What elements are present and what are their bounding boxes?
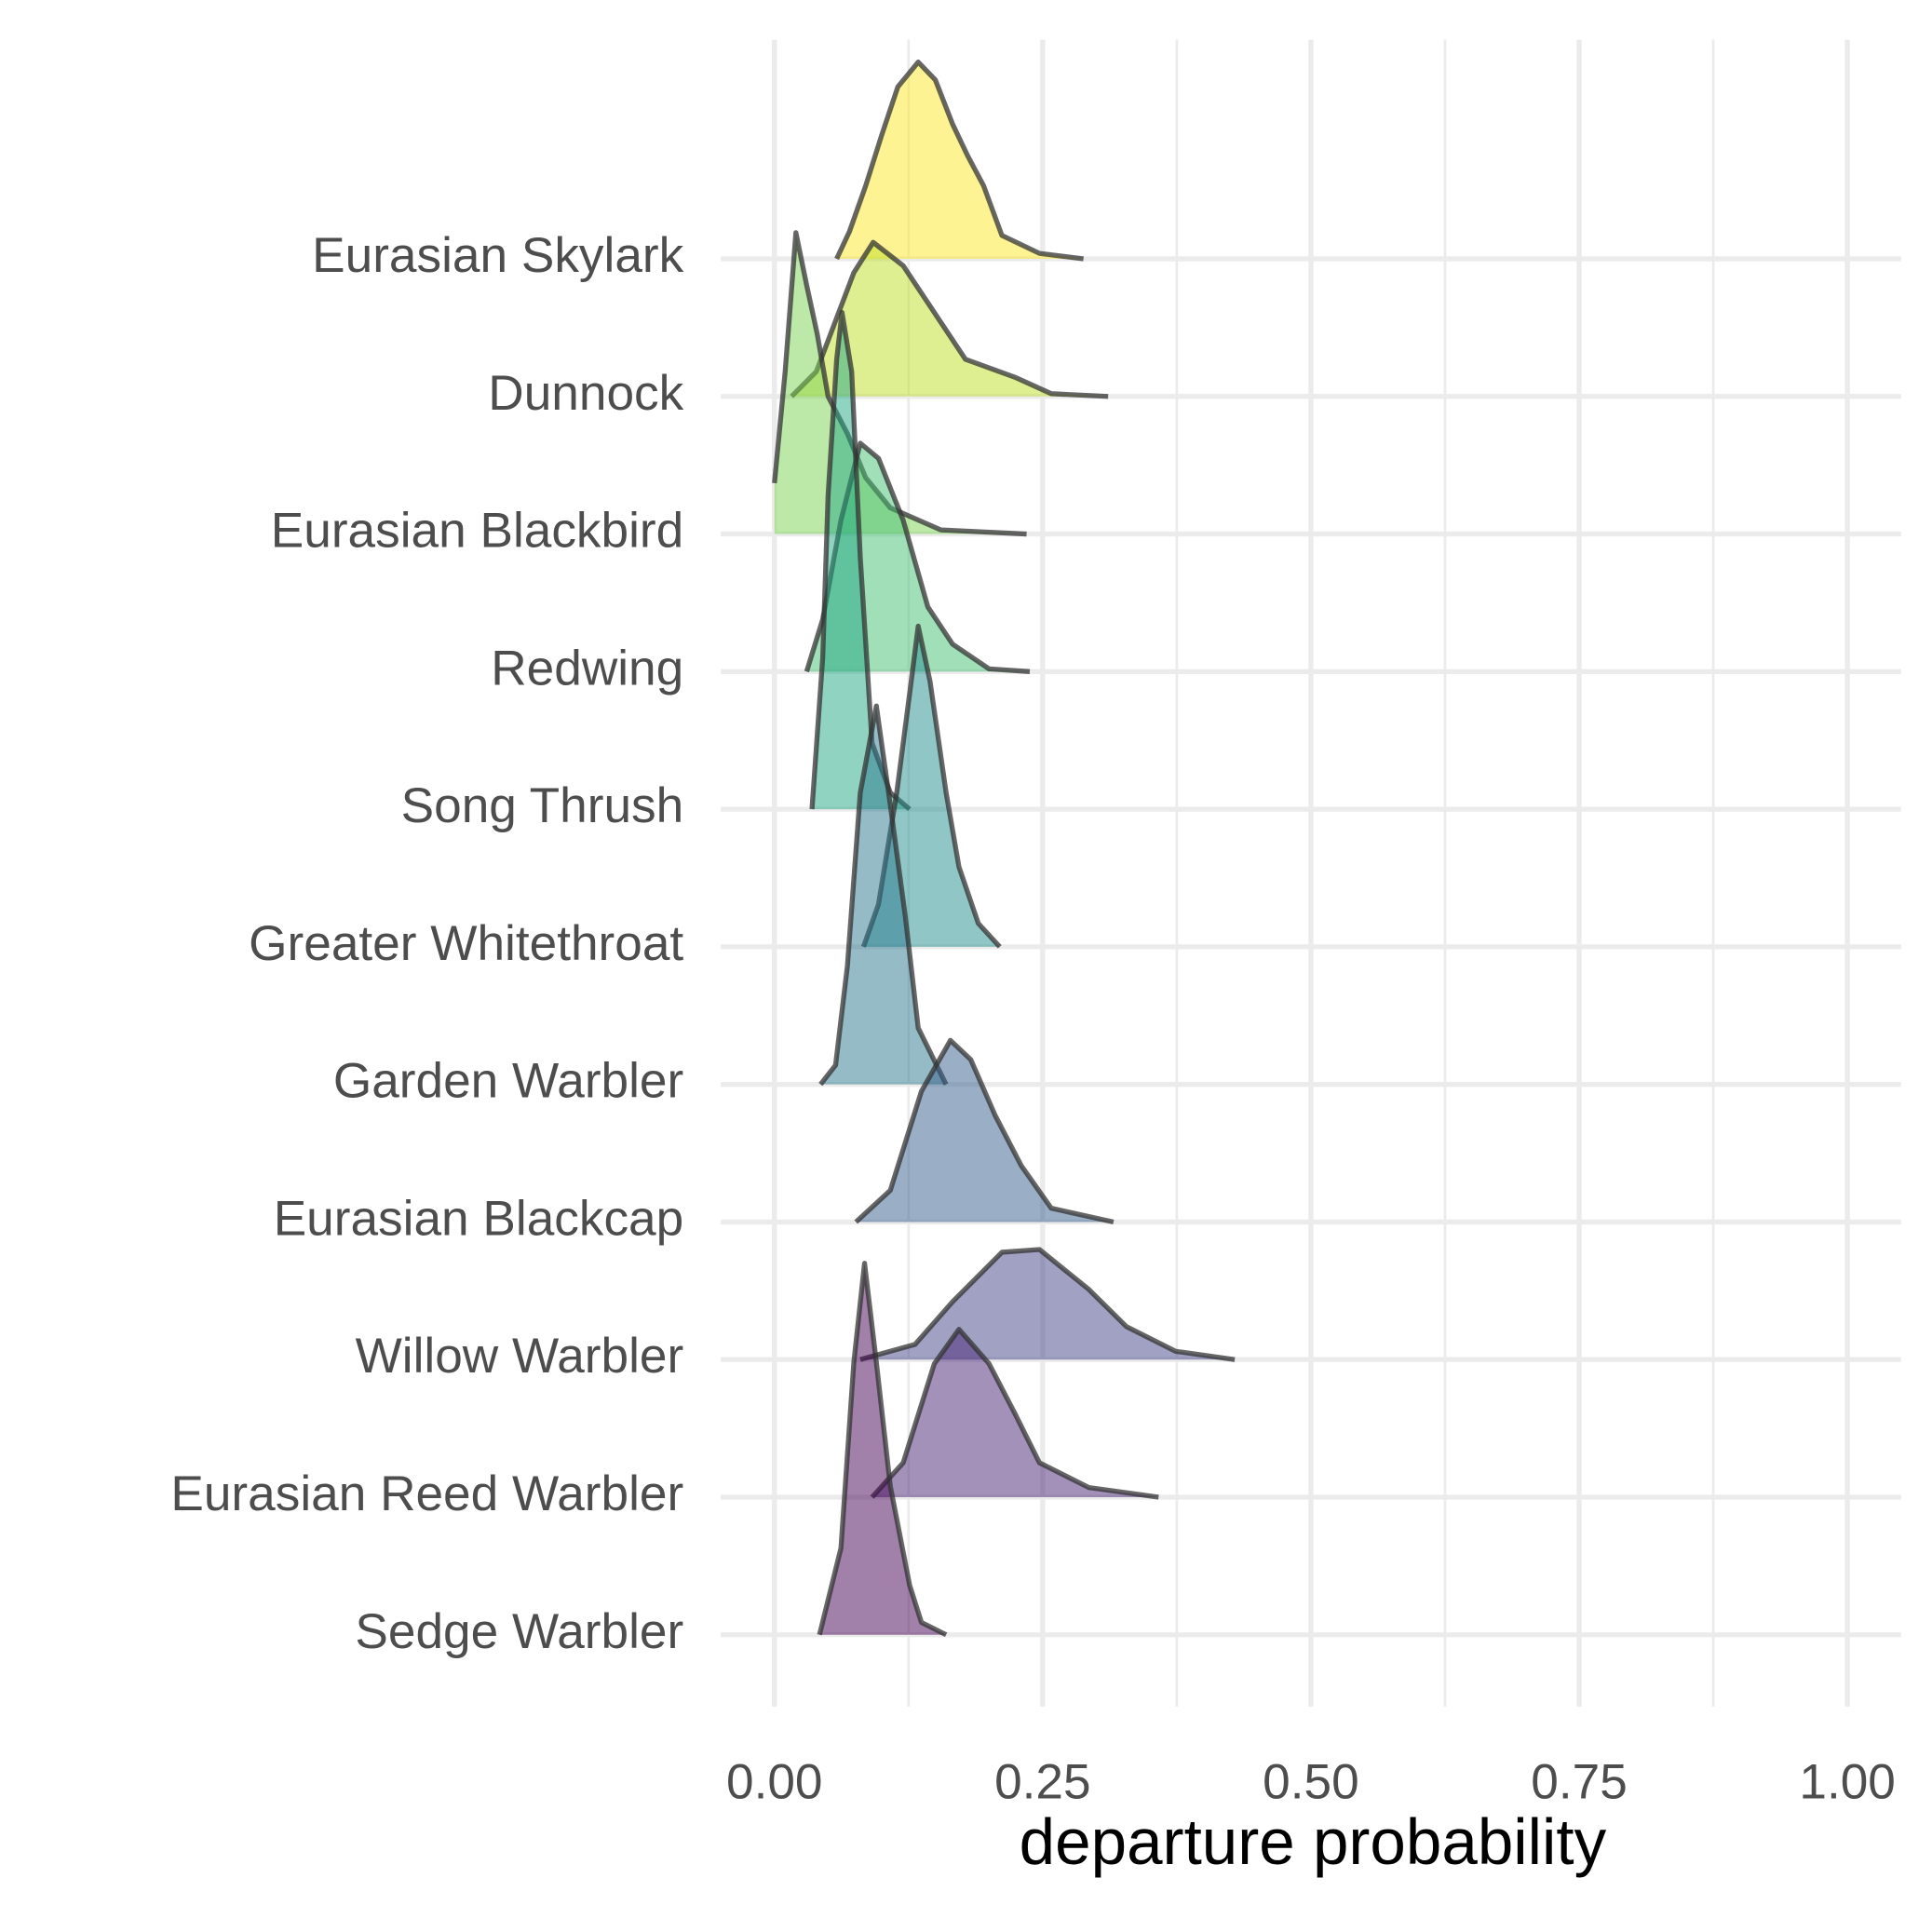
ridge-area	[819, 1263, 947, 1635]
ridge-area	[836, 61, 1084, 259]
ridge-area	[812, 312, 910, 810]
ridge-area	[859, 1249, 1236, 1360]
ridge-area	[856, 1040, 1114, 1223]
ridge-line	[854, 1037, 1115, 1225]
ridge-area	[871, 1329, 1159, 1497]
x-tick-label: 0.75	[1531, 1754, 1628, 1809]
y-tick-label: Song Thrush	[401, 778, 684, 833]
y-tick-label: Eurasian Blackbird	[271, 504, 683, 559]
ridge-line	[772, 230, 1027, 537]
ridge-area	[791, 242, 1109, 397]
x-tick-label: 0.00	[726, 1754, 823, 1809]
ridge-line	[859, 1247, 1236, 1362]
y-tick-label: Eurasian Skylark	[312, 228, 683, 283]
ridge-line	[790, 239, 1109, 399]
y-tick-label: Eurasian Blackcap	[274, 1191, 684, 1246]
ridge-area	[820, 706, 947, 1085]
y-tick-label: Garden Warbler	[333, 1054, 683, 1109]
y-tick-label: Eurasian Reed Warbler	[170, 1466, 683, 1521]
y-tick-label: Willow Warbler	[356, 1329, 684, 1384]
x-tick-label: 1.00	[1799, 1754, 1896, 1809]
x-tick-label: 0.50	[1263, 1754, 1359, 1809]
ridge-line	[834, 60, 1084, 262]
y-tick-label: Redwing	[491, 641, 683, 696]
ridge-line	[818, 703, 949, 1087]
ridge-line	[870, 1327, 1159, 1500]
ridge-line	[817, 1261, 948, 1638]
y-tick-label: Greater Whitethroat	[249, 916, 683, 971]
x-tick-label: 0.25	[994, 1754, 1091, 1809]
y-tick-label: Dunnock	[488, 366, 683, 421]
x-axis-title: departure probability	[1020, 1805, 1607, 1878]
y-tick-label: Sedge Warbler	[355, 1604, 683, 1659]
